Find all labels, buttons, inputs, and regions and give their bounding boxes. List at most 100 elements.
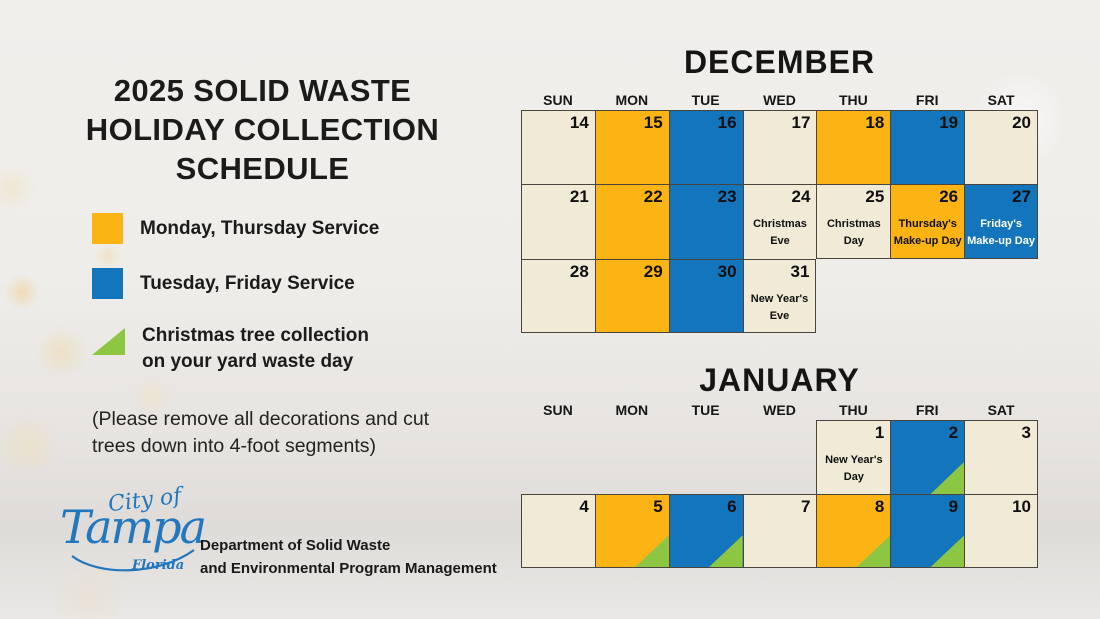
city-of-tampa-logo: City of Tampa Florida — [58, 484, 208, 590]
day-number: 23 — [717, 187, 737, 206]
day-header-wed: WED — [763, 402, 796, 418]
january-day-headers: SUN MON TUE WED THU FRI SAT — [521, 402, 1038, 418]
day-header-tue: TUE — [691, 92, 720, 108]
day-cell-january-8: 8 — [816, 494, 891, 568]
christmas-tree-triangle-icon — [930, 535, 965, 567]
day-number: 15 — [643, 113, 663, 132]
day-cell-december-23: 23 — [668, 184, 743, 259]
logo-swash-flourish — [58, 546, 203, 584]
day-number: 26 — [939, 187, 959, 206]
december-grid: 14 15 16 17 18 19 20 21 22 23 24 Christmas Eve 25 Chr… — [521, 110, 1038, 333]
day-cell-january-5: 5 — [594, 494, 669, 568]
day-cell-december-15: 15 — [594, 110, 669, 184]
legend-item-monday-thursday: Monday, Thursday Service — [92, 213, 492, 244]
day-cell-december-17: 17 — [742, 110, 817, 184]
day-header-sat: SAT — [987, 402, 1015, 418]
day-cell-january-4: 4 — [521, 494, 595, 568]
day-header-tue: TUE — [691, 402, 720, 418]
day-number: 22 — [643, 187, 663, 206]
day-cell-december-24: 24 Christmas Eve — [742, 184, 817, 259]
tree-disposal-note: (Please remove all decorations and cut t… — [92, 407, 430, 457]
day-number: 7 — [800, 497, 811, 516]
legend-label: Tuesday, Friday Service — [140, 272, 355, 294]
day-cell-december-29: 29 — [594, 259, 669, 333]
day-header-sat: SAT — [987, 92, 1015, 108]
day-number: 21 — [569, 187, 589, 206]
january-title: JANUARY — [699, 362, 860, 398]
day-cell-january-10: 10 — [964, 494, 1038, 568]
empty-slot — [816, 259, 890, 333]
day-number: 8 — [874, 497, 885, 516]
day-cell-december-27: 27 Friday's Make-up Day — [964, 184, 1038, 259]
day-number: 3 — [1021, 423, 1031, 442]
empty-slot — [743, 420, 817, 494]
day-number: 28 — [569, 262, 589, 281]
day-cell-december-28: 28 — [521, 259, 595, 333]
legend-item-tuesday-friday: Tuesday, Friday Service — [92, 268, 492, 299]
empty-slot — [890, 259, 964, 333]
day-header-fri: FRI — [915, 92, 939, 108]
christmas-tree-triangle-icon — [635, 535, 669, 567]
day-cell-december-30: 30 — [668, 259, 743, 333]
day-number: 31 — [790, 262, 810, 281]
day-number: 9 — [948, 497, 959, 516]
day-cell-december-22: 22 — [594, 184, 669, 259]
day-number: 2 — [948, 423, 959, 442]
day-number: 14 — [569, 113, 589, 132]
day-number: 18 — [865, 113, 885, 132]
day-label: Thursday's Make-up Day — [893, 218, 962, 248]
day-number: 17 — [791, 113, 811, 132]
day-number: 20 — [1012, 113, 1031, 132]
christmas-tree-triangle-icon — [709, 535, 743, 567]
day-number: 27 — [1012, 187, 1031, 206]
day-number: 30 — [717, 262, 737, 281]
department-name: Department of Solid Waste and Environmen… — [200, 537, 497, 577]
empty-slot — [964, 259, 1038, 333]
legend-item-tree-collection: Christmas tree collection on your yard w… — [92, 323, 492, 374]
green-triangle-icon — [92, 328, 125, 355]
day-cell-december-19: 19 — [890, 110, 965, 184]
day-number: 10 — [1012, 497, 1031, 516]
day-number: 1 — [874, 423, 885, 442]
day-label: Friday's Make-up Day — [967, 218, 1035, 248]
day-number: 24 — [791, 187, 811, 206]
day-header-wed: WED — [763, 92, 796, 108]
day-number: 5 — [653, 497, 663, 516]
logo-tampa-text: Tampa — [60, 500, 207, 554]
day-cell-january-2: 2 — [890, 420, 965, 494]
day-number: 25 — [865, 187, 885, 206]
january-grid: 1 New Year's Day 2 3 4 5 6 7 8 9 10 — [521, 420, 1038, 568]
empty-slot — [595, 420, 669, 494]
day-cell-december-31: 31 New Year's Eve — [742, 259, 817, 333]
december-day-headers: SUN MON TUE WED THU FRI SAT — [521, 92, 1038, 108]
day-header-fri: FRI — [915, 402, 939, 418]
logo-florida-text: Florida — [132, 558, 185, 573]
day-header-sun: SUN — [543, 92, 573, 108]
day-cell-december-16: 16 — [668, 110, 743, 184]
day-cell-january-9: 9 — [890, 494, 965, 568]
day-header-sun: SUN — [543, 402, 573, 418]
day-number: 16 — [717, 113, 737, 132]
empty-slot — [669, 420, 743, 494]
day-cell-december-25: 25 Christmas Day — [816, 184, 891, 259]
day-number: 29 — [643, 262, 663, 281]
day-label: Christmas Day — [826, 218, 881, 248]
christmas-tree-triangle-icon — [930, 461, 965, 494]
blue-square-icon — [92, 268, 123, 299]
day-number: 6 — [727, 497, 737, 516]
day-cell-january-3: 3 — [964, 420, 1038, 494]
day-cell-december-18: 18 — [816, 110, 891, 184]
day-cell-december-14: 14 — [521, 110, 595, 184]
christmas-tree-triangle-icon — [856, 535, 891, 567]
day-cell-december-21: 21 — [521, 184, 595, 259]
day-header-mon: MON — [615, 402, 649, 418]
day-cell-january-7: 7 — [742, 494, 817, 568]
day-header-mon: MON — [615, 92, 649, 108]
day-number: 19 — [939, 113, 959, 132]
yellow-square-icon — [92, 213, 123, 244]
day-header-thu: THU — [838, 402, 868, 418]
empty-slot — [521, 420, 595, 494]
page-title: 2025 SOLID WASTE HOLIDAY COLLECTION SCHE… — [85, 72, 440, 187]
day-cell-january-1: 1 New Year's Day — [816, 420, 891, 494]
day-number: 4 — [579, 497, 589, 516]
